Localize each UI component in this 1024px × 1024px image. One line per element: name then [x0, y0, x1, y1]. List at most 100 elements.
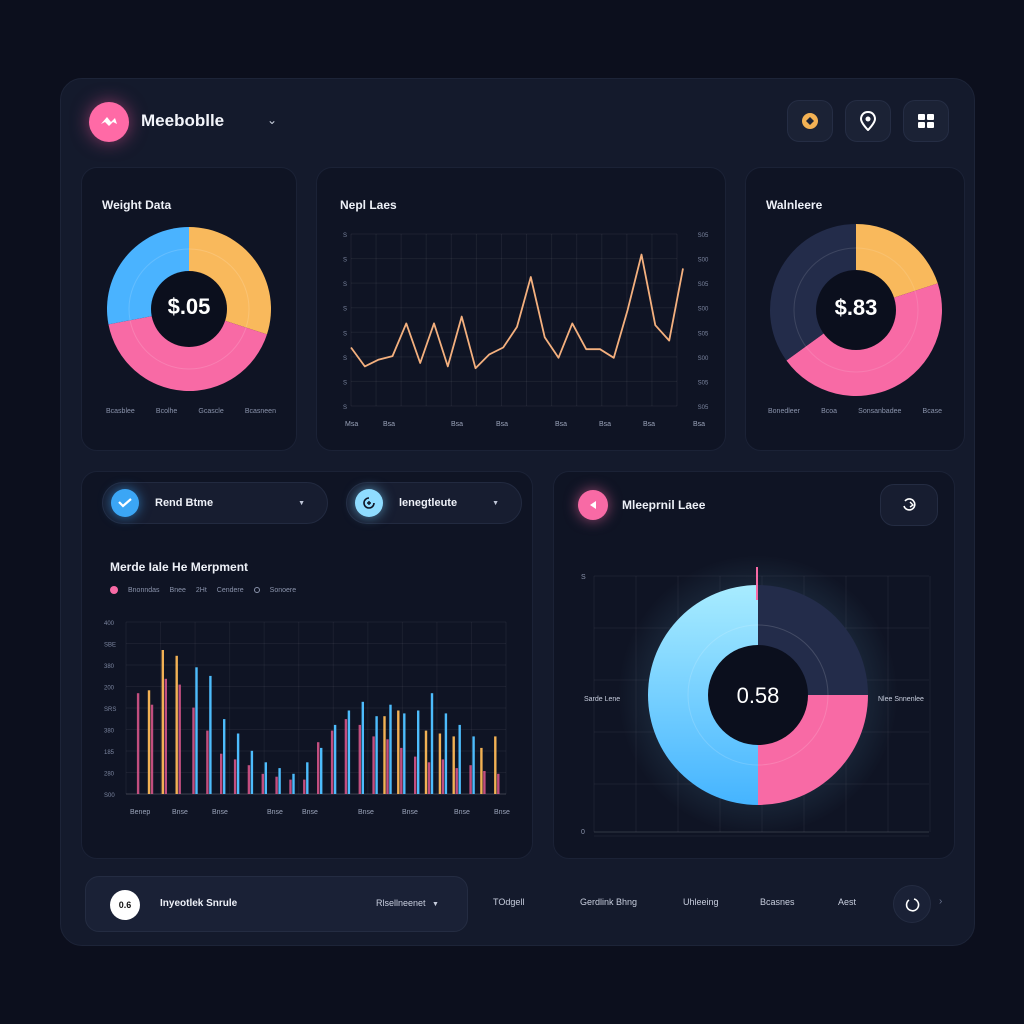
- line-chart: S S S S S S S S S05 S00 S05 S00 S05 S00 S05 S05 Msa Bsa B…: [343, 233, 709, 428]
- x-tick-label: Benep: [130, 809, 150, 816]
- nav-item[interactable]: Bcasnes: [760, 897, 795, 907]
- play-back-icon[interactable]: [578, 490, 608, 520]
- x-tick-label: Bsa: [643, 421, 655, 428]
- x-tick-label: Bsa: [496, 421, 508, 428]
- bar: [275, 776, 278, 794]
- bar: [175, 655, 178, 794]
- walk-legend: Bonedleer Bcoa Sonsanbadee Bcase: [768, 408, 942, 415]
- y-tick-label: 280: [104, 772, 115, 778]
- refresh-button[interactable]: [880, 484, 938, 526]
- y-tick-label: 380: [104, 664, 115, 670]
- bar: [192, 707, 195, 794]
- bar: [320, 747, 323, 794]
- location-pin-icon: [859, 111, 877, 131]
- bar: [247, 765, 251, 794]
- bar: [347, 710, 351, 794]
- pill-label: lenegtleute: [399, 497, 458, 509]
- bar: [223, 719, 226, 794]
- bar: [452, 736, 455, 794]
- nav-item[interactable]: Gerdlink Bhng: [580, 897, 638, 907]
- y-tick-label: S00: [698, 356, 709, 362]
- y-tick-label: S05: [698, 405, 709, 411]
- axis-label: 0: [581, 829, 585, 836]
- bar: [455, 768, 458, 794]
- nav-item[interactable]: TOdgell: [493, 897, 525, 907]
- power-button[interactable]: [893, 885, 931, 923]
- weight-data-card: Weight Data $.05 Bcasblee Bcolhe Gcascle…: [81, 167, 297, 451]
- dashboard-window: Meeboblle ⌄ Weight Data $.05 Bcasble: [60, 78, 975, 946]
- x-tick-label: Bnse: [358, 809, 374, 816]
- legend-item: Bcasblee: [106, 408, 135, 415]
- bar: [383, 716, 386, 794]
- donut-slice: [108, 309, 267, 391]
- y-tick-label: S: [343, 356, 347, 362]
- check-icon: [111, 489, 139, 517]
- bar: [261, 773, 264, 794]
- bar: [264, 762, 267, 794]
- x-tick-label: Bnse: [402, 809, 418, 816]
- location-button[interactable]: [845, 100, 891, 142]
- x-tick-label: Bnse: [267, 809, 283, 816]
- y-tick-label: S: [343, 258, 347, 264]
- y-tick-label: 400: [104, 621, 115, 627]
- badge-button[interactable]: [787, 100, 833, 142]
- walk-donut-chart: [770, 224, 942, 397]
- chevron-right-icon[interactable]: ›: [939, 896, 943, 907]
- chevron-down-icon[interactable]: ⌄: [267, 113, 278, 127]
- bar: [397, 710, 400, 794]
- bar: [469, 765, 472, 794]
- y-tick-label: S05: [698, 282, 709, 288]
- x-tick-label: Msa: [345, 421, 358, 428]
- legend-item: Bnee: [169, 586, 186, 594]
- legend-dot: [110, 586, 118, 594]
- y-tick-label: S05: [698, 331, 709, 337]
- donut-right-label: Nlee Snnenlee: [878, 696, 924, 703]
- filter-pill-one[interactable]: Rend Btme ▼: [102, 482, 328, 524]
- nav-item[interactable]: Uhleeing: [683, 897, 719, 907]
- bottom-dropdown[interactable]: Rlsellneenet ▼: [376, 898, 439, 908]
- bar-legend: Bnonndas Bnee 2Ht Cendere Sonoere: [110, 586, 296, 594]
- bar: [250, 750, 254, 794]
- bar: [306, 762, 309, 794]
- bar: [178, 684, 181, 794]
- bar: [403, 713, 406, 794]
- y-tick-label: S: [343, 405, 347, 411]
- brand-logo[interactable]: [89, 102, 129, 142]
- bar: [150, 704, 154, 794]
- grid-view-button[interactable]: [903, 100, 949, 142]
- line-chart-card: Nepl Laes S S S S S S S S S05 S00 S05 S00 S05 S00 S05 S…: [316, 167, 726, 451]
- y-tick-label: S05: [698, 380, 709, 386]
- bar: [206, 730, 209, 794]
- y-tick-label: S00: [698, 258, 709, 264]
- badge-icon: [802, 113, 818, 129]
- bar: [483, 771, 486, 794]
- bar: [333, 724, 337, 794]
- bar: [472, 736, 475, 794]
- legend-item: Gcascle: [198, 408, 224, 415]
- bottom-status-panel: 0.6 Inyeotlek Snrule Rlsellneenet ▼: [85, 876, 468, 932]
- chevron-down-icon: ▼: [298, 499, 305, 507]
- bar: [444, 713, 448, 794]
- bar: [195, 667, 198, 794]
- bar: [164, 678, 167, 794]
- status-label: Inyeotlek Snrule: [160, 898, 238, 909]
- sync-icon: [355, 489, 383, 517]
- bar: [427, 762, 431, 794]
- nav-item[interactable]: Aest: [838, 897, 857, 907]
- legend-item: Sonsanbadee: [858, 408, 902, 415]
- bar: [497, 773, 500, 794]
- donut-center-value: 0.58: [737, 683, 780, 708]
- y-tick-label: SRS: [104, 707, 116, 713]
- bar: [438, 733, 442, 794]
- y-tick-label: 200: [104, 686, 115, 692]
- legend-item: Bnonndas: [128, 586, 160, 594]
- y-tick-label: S05: [698, 233, 709, 239]
- bar: [458, 724, 461, 794]
- filter-pill-two[interactable]: lenegtleute ▼: [346, 482, 522, 524]
- refresh-icon: [903, 498, 916, 511]
- legend-item: Bcase: [922, 408, 942, 415]
- status-badge: 0.6: [110, 890, 140, 920]
- weight-donut-chart: [107, 227, 271, 391]
- x-tick-label: Bsa: [451, 421, 463, 428]
- bar: [375, 716, 378, 794]
